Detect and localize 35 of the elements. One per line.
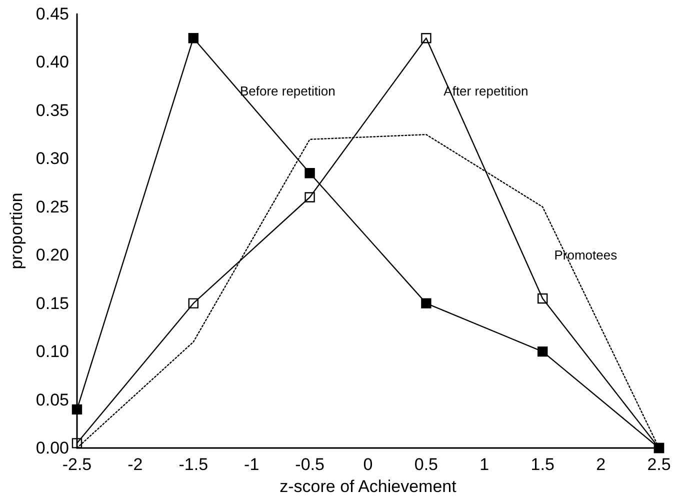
y-tick-label: 0.40 — [36, 52, 69, 72]
x-tick-label: 2.5 — [647, 455, 671, 474]
x-tick-label: -2 — [128, 455, 143, 474]
y-tick-label: 0.45 — [36, 4, 69, 24]
x-tick-label: 0 — [363, 455, 373, 474]
x-tick-label: 0.5 — [414, 455, 438, 474]
y-tick-label: 0.25 — [36, 197, 69, 216]
x-tick-label: -0.5 — [295, 455, 324, 474]
x-tick-label: -1.5 — [178, 455, 208, 474]
point — [72, 438, 82, 448]
series-label: Promotees — [554, 248, 618, 263]
point — [304, 168, 315, 178]
y-tick-label: 0.30 — [36, 149, 69, 168]
x-tick-label: -2.5 — [62, 455, 92, 474]
point — [537, 293, 548, 304]
x-tick-label: 1 — [480, 455, 490, 474]
x-axis-title: z-score of Achievement — [280, 476, 457, 496]
y-axis-title: proportion — [7, 192, 26, 270]
series-label: Before repetition — [240, 84, 336, 99]
point — [421, 298, 432, 308]
point — [421, 33, 432, 44]
x-tick-label: 1.5 — [530, 455, 554, 474]
x-tick-label: -1 — [244, 455, 260, 474]
y-tick-label: 0.35 — [36, 100, 69, 120]
point — [537, 346, 548, 357]
y-tick-label: 0.15 — [36, 294, 69, 313]
y-tick-label: 0.20 — [36, 246, 69, 265]
x-tick-label: 2 — [596, 455, 606, 474]
y-tick-label: 0.00 — [36, 438, 69, 458]
y-tick-label: 0.10 — [36, 342, 69, 362]
point — [304, 192, 315, 202]
point — [188, 298, 198, 308]
point — [188, 33, 198, 44]
point — [72, 404, 82, 415]
y-tick-label: 0.05 — [36, 390, 69, 410]
